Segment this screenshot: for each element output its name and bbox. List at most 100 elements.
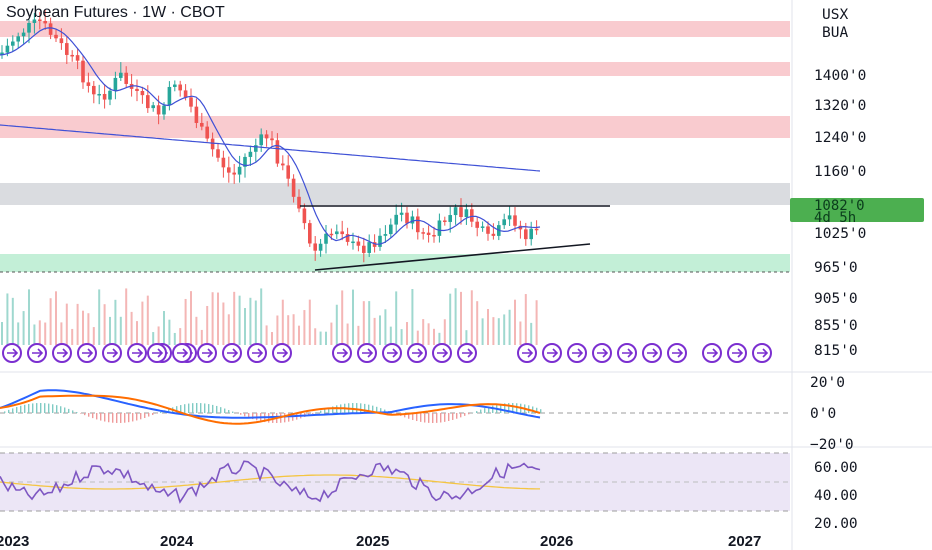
volume-bar (87, 313, 90, 345)
macd-histogram-bar (16, 407, 18, 413)
volume-bar (65, 303, 68, 345)
volume-bar (22, 311, 25, 345)
rsi-axis: 60.00 40.00 20.00 (814, 460, 858, 532)
volume-bar (443, 319, 446, 345)
volume-bar (481, 318, 484, 345)
price-tick-label: 965'0 (814, 260, 858, 276)
volume-bar (416, 330, 419, 345)
candle-body (32, 19, 37, 23)
macd-histogram-bar (188, 403, 190, 413)
volume-bar (292, 314, 295, 345)
macd-histogram-bar (212, 404, 214, 413)
moving-averages (0, 27, 541, 245)
volume-bar (136, 321, 138, 345)
candle-body (92, 85, 96, 95)
candle-body (275, 140, 280, 164)
volume-bar (281, 299, 284, 345)
resistance-zone (0, 183, 790, 205)
macd-histogram-bar (460, 413, 462, 418)
macd-histogram-bar (312, 413, 314, 414)
volume-bar (184, 298, 187, 345)
macd-histogram-bar (492, 405, 494, 413)
volume-bar (44, 322, 47, 345)
event-marker-arrow (707, 348, 719, 358)
countdown-label: 4d 5h (814, 210, 856, 226)
candle-body (318, 243, 323, 251)
candle-body (518, 225, 523, 230)
macd-histogram-bar (28, 403, 30, 413)
event-marker-arrow (152, 348, 164, 358)
candle-body (254, 145, 258, 152)
volume-bar (487, 309, 489, 345)
macd-histogram-bar (452, 413, 454, 420)
candle-body (0, 52, 4, 55)
candle-body (146, 95, 150, 109)
event-marker-arrow (462, 348, 474, 358)
candle-body (372, 242, 377, 247)
macd-histogram-bar (232, 411, 234, 413)
last-price-label: 1082'0 (814, 198, 865, 214)
price-tick-label: 905'0 (814, 291, 858, 307)
macd-histogram-bar (56, 405, 58, 413)
event-marker-arrow (597, 348, 609, 358)
macd-histogram-bar (328, 407, 330, 413)
candle-body (351, 241, 355, 244)
macd-axis: 20'0 0'0 −20'0 (810, 375, 854, 453)
event-marker-arrow (387, 348, 399, 358)
candle-body (389, 224, 393, 235)
candle-body (5, 45, 10, 53)
candle-body (264, 134, 269, 139)
macd-histogram-bar (536, 407, 538, 413)
price-tick-label: 815'0 (814, 343, 858, 359)
candle-body (529, 228, 533, 240)
candle-body (178, 84, 182, 91)
macd-histogram-bar (132, 413, 134, 422)
candle-body (248, 151, 253, 157)
macd-histogram-bar (384, 409, 386, 413)
macd-tick-label: −20'0 (810, 437, 854, 453)
volume-bar (98, 289, 101, 345)
macd-histogram-bar (76, 411, 78, 413)
support-trendline[interactable] (314, 243, 591, 271)
macd-histogram-bar (128, 413, 130, 423)
macd-histogram-bar (288, 413, 290, 422)
macd-histogram-bar (60, 406, 62, 413)
candle-body (399, 212, 404, 215)
macd-histogram-bar (368, 404, 370, 413)
volume-bars (1, 288, 538, 345)
candle-body (421, 232, 425, 234)
volume-bar (524, 294, 527, 345)
macd-histogram-bar (436, 413, 438, 423)
candle-body (302, 208, 307, 224)
event-marker-arrow (362, 348, 374, 358)
rsi-tick-label: 20.00 (814, 516, 858, 532)
candle-body (162, 105, 166, 115)
event-marker-arrow (732, 348, 744, 358)
candle-body (124, 72, 128, 84)
price-zones (0, 21, 790, 273)
macd-histogram-bar (64, 407, 66, 413)
macd-histogram-bar (180, 405, 182, 413)
volume-bar (519, 321, 522, 345)
volume-bar (190, 291, 192, 345)
macd-histogram-bar (512, 403, 514, 413)
candle-body (410, 216, 415, 224)
candle-body (194, 106, 199, 123)
candle-body (448, 215, 452, 222)
macd-histogram-bar (8, 409, 10, 413)
candles (0, 10, 539, 263)
time-axis-label: 2026 (540, 533, 573, 550)
volume-bar (33, 324, 36, 345)
candle-body (443, 220, 447, 222)
candle-body (329, 233, 334, 236)
candle-body (524, 229, 528, 240)
volume-bar (146, 295, 149, 345)
candle-body (491, 233, 496, 236)
event-marker-arrow (177, 348, 189, 358)
currency-label: USX (822, 7, 848, 23)
event-marker-arrow (412, 348, 424, 358)
candle-body (324, 233, 328, 244)
candle-body (173, 84, 177, 87)
event-marker-arrow (622, 348, 634, 358)
